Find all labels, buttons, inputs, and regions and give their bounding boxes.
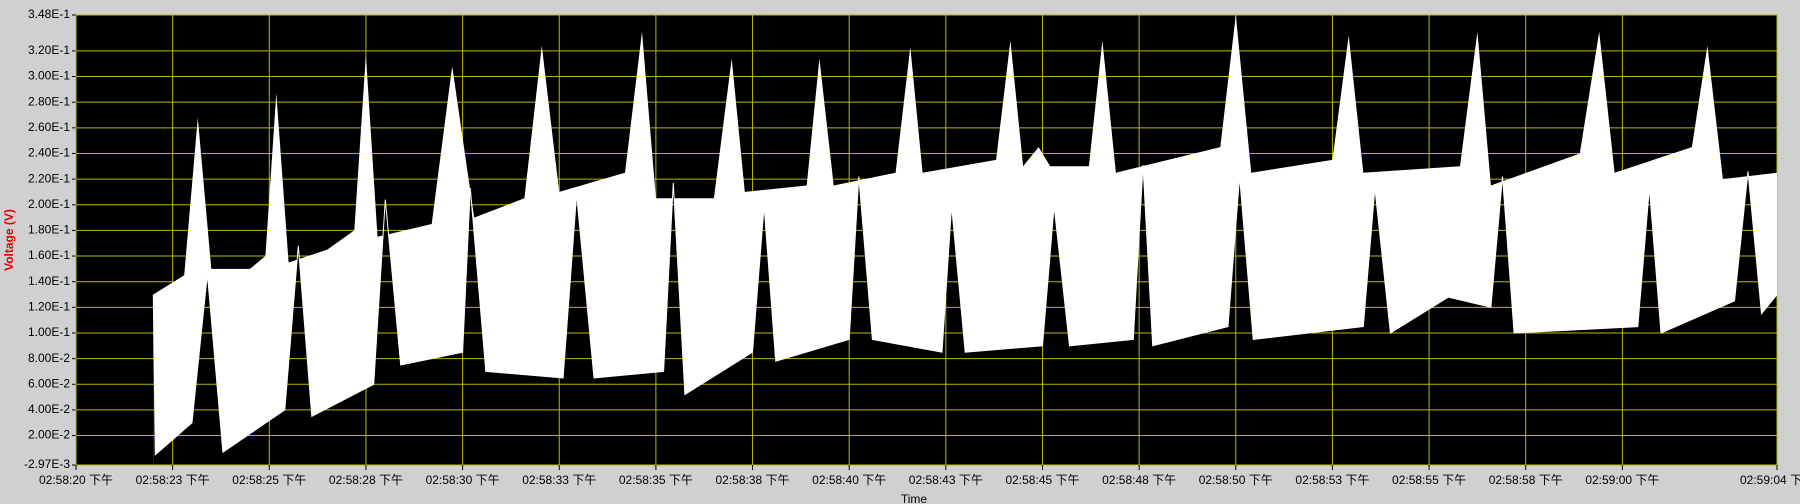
x-tick-label: 02:58:30 下午 [426, 473, 500, 487]
x-tick-label: 02:58:28 下午 [329, 473, 403, 487]
y-tick-label: 2.80E-1 [28, 94, 70, 108]
x-tick-label: 02:58:50 下午 [1199, 473, 1273, 487]
x-tick-label: 02:58:40 下午 [812, 473, 886, 487]
signal-upper-envelope [153, 15, 1777, 465]
x-tick-label: 02:58:20 下午 [39, 473, 113, 487]
y-tick-label: 2.60E-1 [28, 120, 70, 134]
x-tick-label: 02:58:33 下午 [522, 473, 596, 487]
x-tick-label: 02:58:45 下午 [1005, 473, 1079, 487]
x-tick-label: 02:58:58 下午 [1489, 473, 1563, 487]
y-tick-label: 2.00E-2 [28, 428, 70, 442]
x-tick-label: 02:58:55 下午 [1392, 473, 1466, 487]
y-tick-label: 2.40E-1 [28, 146, 70, 160]
x-tick-label: 02:58:25 下午 [232, 473, 306, 487]
x-tick-label: 02:58:43 下午 [909, 473, 983, 487]
x-tick-label: 02:59:00 下午 [1585, 473, 1659, 487]
y-tick-label: -2.97E-3 [24, 457, 70, 471]
y-tick-label: 4.00E-2 [28, 402, 70, 416]
y-tick-label: 3.20E-1 [28, 43, 70, 57]
y-tick-label: 6.00E-2 [28, 376, 70, 390]
y-tick-label: 2.20E-1 [28, 171, 70, 185]
y-tick-label: 8.00E-2 [28, 351, 70, 365]
y-tick-label: 3.48E-1 [28, 7, 70, 21]
x-axis-label: Time [901, 492, 928, 504]
y-tick-label: 1.20E-1 [28, 300, 70, 314]
y-tick-label: 1.40E-1 [28, 274, 70, 288]
y-tick-label: 1.00E-1 [28, 325, 70, 339]
signal-lower-envelope [152, 164, 1778, 456]
y-tick-label: 3.00E-1 [28, 69, 70, 83]
y-tick-label: 2.00E-1 [28, 197, 70, 211]
x-tick-label: 02:58:35 下午 [619, 473, 693, 487]
x-tick-label: 02:58:38 下午 [716, 473, 790, 487]
y-tick-label: 1.60E-1 [28, 248, 70, 262]
x-tick-label: 02:58:23 下午 [136, 473, 210, 487]
x-tick-label: 02:58:53 下午 [1295, 473, 1369, 487]
y-tick-label: 1.80E-1 [28, 223, 70, 237]
x-tick-label: 02:58:48 下午 [1102, 473, 1176, 487]
y-axis-label: Voltage (V) [2, 209, 16, 271]
x-tick-label: 02:59:04 下午 [1740, 473, 1800, 487]
